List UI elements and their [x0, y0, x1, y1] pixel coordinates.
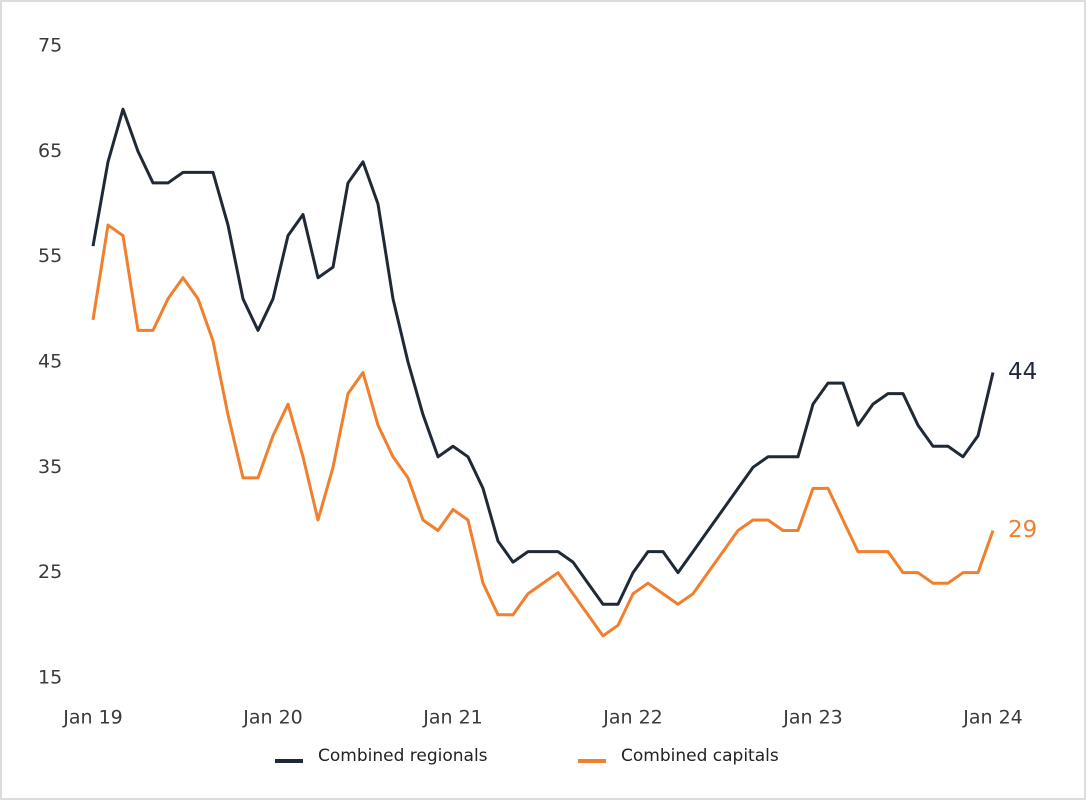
legend-label: Combined capitals — [621, 746, 779, 766]
end-value-label: 29 — [1008, 517, 1037, 543]
x-tick-label: Jan 21 — [422, 707, 483, 729]
x-tick-label: Jan 22 — [602, 707, 663, 729]
y-tick-label: 35 — [38, 456, 62, 478]
y-tick-label: 75 — [38, 35, 62, 57]
series-line — [91, 107, 995, 606]
y-tick-label: 45 — [38, 351, 62, 373]
y-tick-label: 55 — [38, 245, 62, 267]
legend: Combined regionals Combined capitals — [275, 746, 779, 766]
x-tick-label: Jan 20 — [242, 707, 303, 729]
end-value-label: 44 — [1008, 359, 1037, 385]
x-tick-label: Jan 24 — [962, 707, 1023, 729]
x-tick-label: Jan 23 — [782, 707, 843, 729]
y-tick-label: 15 — [38, 667, 62, 689]
x-tick-label: Jan 19 — [62, 707, 123, 729]
y-tick-label: 25 — [38, 561, 62, 583]
y-tick-label: 65 — [38, 140, 62, 162]
series-line — [91, 223, 995, 638]
legend-label: Combined regionals — [318, 746, 488, 766]
